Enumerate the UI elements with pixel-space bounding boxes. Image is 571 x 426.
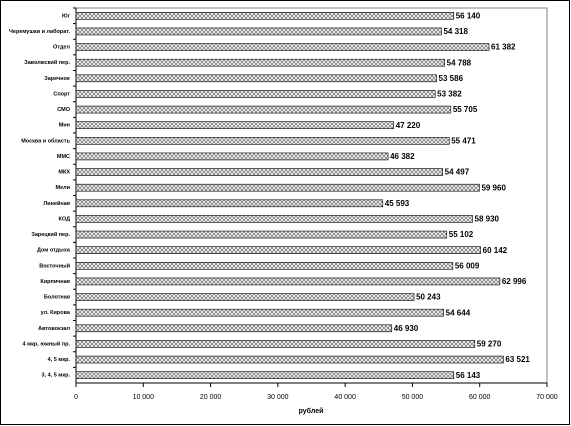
- x-tick-label: 60 000: [469, 394, 491, 401]
- x-tick-label: 40 000: [334, 394, 356, 401]
- bar: [75, 121, 395, 129]
- y-tick-label: ул. Кирова: [41, 310, 71, 316]
- value-label: 60 142: [483, 246, 508, 255]
- y-tick-label: Зарецкий пер.: [31, 231, 70, 238]
- value-label: 53 586: [439, 74, 464, 83]
- y-tick-label: Дом отдыха: [37, 248, 71, 254]
- bar: [75, 246, 481, 254]
- y-tick-label: Линейная: [43, 200, 70, 207]
- y-tick-label: Юг: [62, 13, 71, 19]
- x-tick-label: 50 000: [402, 394, 424, 401]
- bar: [75, 199, 384, 208]
- value-label: 63 521: [505, 355, 530, 364]
- x-tick-label: 70 000: [536, 394, 558, 401]
- value-label: 45 593: [385, 199, 410, 208]
- y-tick-label: Заволжский пер.: [24, 59, 70, 66]
- x-tick-label: 0: [74, 394, 78, 401]
- bar: [75, 58, 445, 67]
- value-label: 46 930: [394, 324, 419, 333]
- y-tick-label: Заречное: [44, 76, 70, 82]
- y-tick-label: 4 мкр, южный пр.: [23, 340, 71, 347]
- value-label: 55 705: [453, 105, 478, 114]
- value-label: 56 143: [456, 371, 481, 380]
- y-tick-label: Спорт: [53, 91, 70, 97]
- value-label: 62 996: [502, 277, 527, 286]
- value-label: 58 930: [475, 215, 500, 224]
- value-label: 50 243: [416, 293, 441, 302]
- y-tick-label: 4, 5 мкр.: [48, 357, 71, 363]
- value-label: 53 382: [437, 90, 462, 99]
- bar: [75, 168, 443, 176]
- value-label: 54 497: [445, 168, 470, 177]
- x-tick-label: 10 000: [133, 394, 155, 401]
- y-tick-label: МКХ: [58, 170, 70, 176]
- value-label: 56 009: [455, 261, 480, 270]
- value-label: 47 220: [396, 121, 421, 130]
- x-tick-label: 20 000: [200, 394, 222, 401]
- y-tick-label: Автовокзал: [38, 326, 70, 332]
- bar: [75, 137, 450, 145]
- y-tick-label: Отдел: [53, 45, 70, 51]
- bar: [75, 105, 452, 114]
- value-label: 55 102: [449, 230, 474, 239]
- bar: [75, 277, 501, 286]
- y-tick-label: Черемушки и лаборат.: [9, 28, 70, 35]
- value-label: 54 788: [447, 58, 472, 67]
- x-tick-label: 30 000: [267, 394, 289, 401]
- bar: [75, 43, 490, 51]
- bar: [75, 308, 444, 317]
- bar: [75, 293, 415, 301]
- value-label: 54 644: [446, 308, 471, 317]
- value-label: 54 318: [443, 27, 468, 36]
- y-tick-label: Москва и область: [21, 137, 70, 144]
- bar: [75, 340, 476, 348]
- bar: [75, 355, 504, 364]
- bar: [75, 324, 393, 333]
- y-tick-label: Кирпичная: [40, 279, 70, 285]
- value-label: 55 471: [451, 136, 476, 145]
- bar: [75, 230, 448, 239]
- bar: [75, 262, 454, 270]
- value-label: 59 960: [481, 183, 506, 192]
- bar: [75, 183, 480, 192]
- value-label: 56 140: [456, 11, 481, 20]
- bar: [75, 90, 436, 98]
- bar: [75, 74, 437, 83]
- y-tick-label: КОД: [59, 216, 71, 222]
- y-tick-label: Мин: [59, 123, 70, 129]
- y-tick-label: Восточный: [39, 262, 70, 269]
- y-tick-label: Болотная: [44, 295, 70, 301]
- y-tick-label: Мели: [55, 185, 70, 191]
- bar: [75, 27, 442, 36]
- bar: [75, 215, 473, 223]
- x-axis-title: рублей: [299, 407, 324, 415]
- y-tick-label: 3, 4, 5 мкр.: [41, 373, 70, 379]
- value-label: 46 382: [390, 152, 415, 161]
- bar: [75, 152, 389, 161]
- y-tick-label: ММС: [57, 154, 70, 160]
- value-label: 61 382: [491, 43, 516, 52]
- value-label: 59 270: [477, 340, 502, 349]
- bar: [75, 371, 455, 379]
- bar: [75, 12, 455, 20]
- y-tick-label: СМО: [57, 107, 70, 113]
